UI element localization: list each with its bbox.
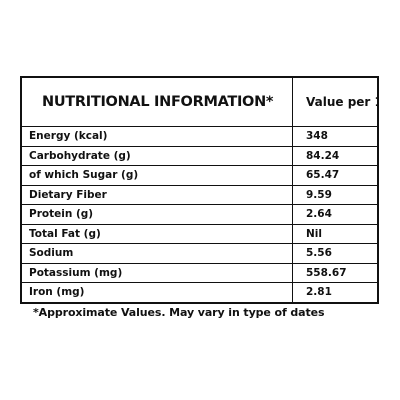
table-row: Energy (kcal) 348 (20, 126, 379, 147)
table-row: Sodium 5.56 (20, 243, 379, 264)
table-row: Carbohydrate (g) 84.24 (20, 145, 379, 166)
header-nutritional-information: NUTRITIONAL INFORMATION* (20, 76, 293, 127)
row-value: 5.56 (292, 243, 379, 264)
row-value: 2.64 (292, 204, 379, 225)
row-value: Nil (292, 223, 379, 244)
table-header-row: NUTRITIONAL INFORMATION* Value per 100g (20, 76, 379, 127)
row-label: of which Sugar (g) (20, 165, 293, 186)
table-row: of which Sugar (g) 65.47 (20, 165, 379, 186)
row-label: Energy (kcal) (20, 126, 293, 147)
row-label: Sodium (20, 243, 293, 264)
table-row: Potassium (mg) 558.67 (20, 262, 379, 283)
row-value: 558.67 (292, 262, 379, 283)
row-value: 65.47 (292, 165, 379, 186)
table-row: Dietary Fiber 9.59 (20, 184, 379, 205)
table-row: Iron (mg) 2.81 (20, 282, 379, 303)
row-label: Potassium (mg) (20, 262, 293, 283)
row-label: Total Fat (g) (20, 223, 293, 244)
row-label: Carbohydrate (g) (20, 145, 293, 166)
nutrition-table: NUTRITIONAL INFORMATION* Value per 100g … (20, 76, 379, 304)
approximate-values-footnote: *Approximate Values. May vary in type of… (33, 306, 325, 319)
row-value: 348 (292, 126, 379, 147)
row-value: 84.24 (292, 145, 379, 166)
table-row: Protein (g) 2.64 (20, 204, 379, 225)
row-label: Iron (mg) (20, 282, 293, 303)
row-label: Protein (g) (20, 204, 293, 225)
row-value: 2.81 (292, 282, 379, 303)
row-value: 9.59 (292, 184, 379, 205)
header-value-per-100g: Value per 100g (292, 76, 379, 127)
table-row: Total Fat (g) Nil (20, 223, 379, 244)
row-label: Dietary Fiber (20, 184, 293, 205)
